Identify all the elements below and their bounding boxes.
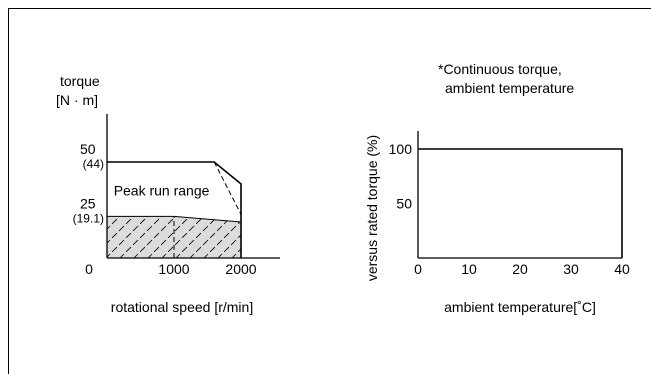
chart1-ylabel-line2: [N · m] bbox=[56, 92, 98, 108]
chart2-y-tick-label: 50 bbox=[396, 196, 412, 212]
chart1-y-tick-label: 25 bbox=[80, 195, 96, 211]
temperature-derating-chart: *Continuous torque, ambient temperature … bbox=[364, 61, 630, 315]
chart1-x-tick-label: 2000 bbox=[225, 261, 256, 277]
chart1-xlabel: rotational speed [r/min] bbox=[111, 299, 253, 315]
chart2-title-line2: ambient temperature bbox=[445, 80, 574, 96]
chart2-x-tick-label: 40 bbox=[614, 261, 630, 277]
chart1-ylabel-line1: torque bbox=[60, 73, 100, 89]
rated-torque-line bbox=[418, 148, 623, 258]
chart2-xlabel: ambient temperature[˚C] bbox=[444, 299, 596, 315]
chart2-x-tick-label: 10 bbox=[461, 261, 477, 277]
chart2-ylabel: versus rated torque (%) bbox=[364, 135, 380, 281]
peak-run-boundary bbox=[107, 161, 242, 258]
chart1-x-tick-label: 0 bbox=[85, 261, 93, 277]
chart1-dashed-line-1 bbox=[213, 161, 242, 215]
peak-run-range-label: Peak run range bbox=[114, 182, 210, 198]
chart2-x-tick-label: 0 bbox=[414, 261, 422, 277]
chart2-x-tick-label: 30 bbox=[563, 261, 579, 277]
chart2-x-tick-label: 20 bbox=[512, 261, 528, 277]
chart1-x-tick-label: 1000 bbox=[158, 261, 189, 277]
chart1-y-value-label: (44) bbox=[83, 157, 104, 171]
figure-frame bbox=[8, 8, 651, 374]
chart2-title-line1: *Continuous torque, bbox=[438, 61, 562, 77]
chart1-y-value-label: (19.1) bbox=[73, 211, 104, 225]
chart2-y-tick-label: 100 bbox=[389, 141, 413, 157]
chart1-y-tick-label: 50 bbox=[80, 141, 96, 157]
torque-speed-chart: torque [N · m] rotational speed [r/min] … bbox=[56, 73, 280, 315]
